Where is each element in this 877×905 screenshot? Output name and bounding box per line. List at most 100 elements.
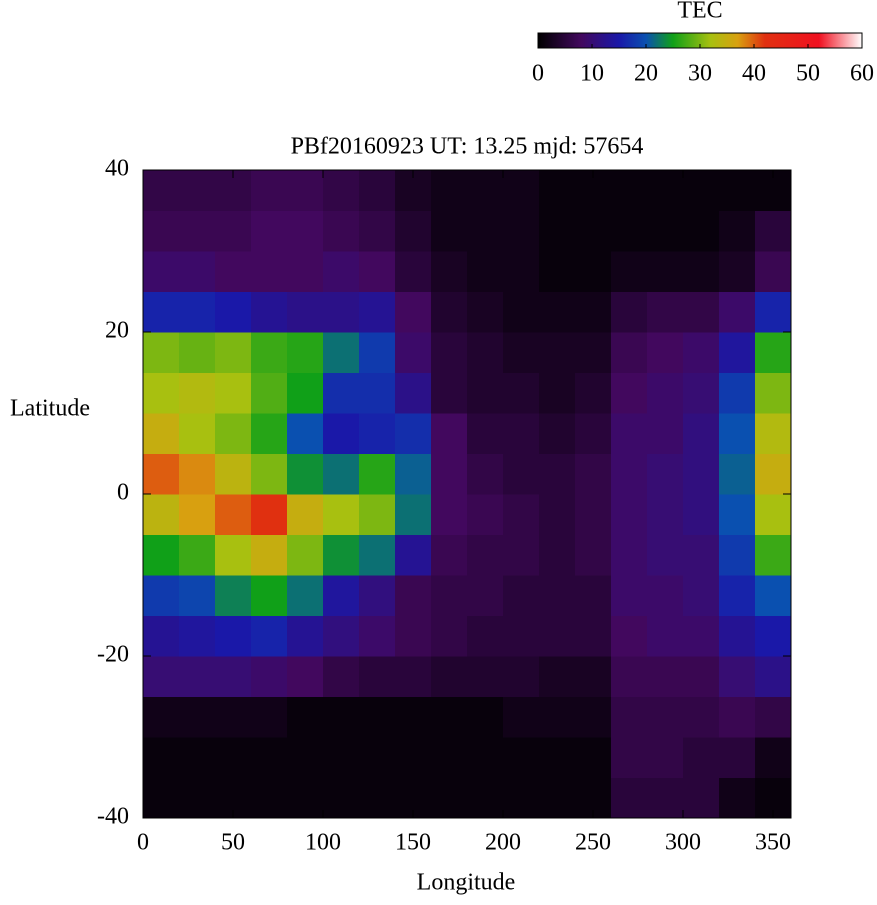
heat-cell — [431, 291, 468, 333]
heat-cell — [539, 737, 576, 778]
heat-cell — [719, 696, 756, 738]
heat-cell — [359, 413, 396, 454]
heat-cell — [683, 534, 720, 576]
heat-cell — [395, 413, 432, 454]
heat-cell — [503, 656, 540, 697]
heat-cell — [287, 251, 324, 292]
heat-cell — [143, 696, 180, 738]
chart-title: PBf20160923 UT: 13.25 mjd: 57654 — [291, 134, 644, 160]
heat-cell — [683, 696, 720, 738]
heat-cell — [755, 534, 792, 576]
heat-cell — [287, 372, 324, 414]
heat-cell — [179, 251, 216, 292]
heat-cell — [251, 170, 288, 211]
heat-cell — [251, 372, 288, 414]
heat-cell — [215, 696, 252, 738]
heat-cell — [539, 656, 576, 697]
heat-cell — [251, 656, 288, 697]
heat-cell — [287, 494, 324, 535]
x-tick-label: 50 — [221, 830, 245, 856]
heat-cell — [503, 575, 540, 616]
heat-cell — [719, 453, 756, 495]
heat-cell — [611, 737, 648, 778]
heat-cell — [323, 251, 360, 292]
heat-cell — [215, 494, 252, 535]
heat-cell — [323, 615, 360, 657]
heat-cell — [611, 170, 648, 211]
heat-cell — [611, 291, 648, 333]
heat-cell — [287, 777, 324, 819]
heat-cell — [179, 332, 216, 373]
heat-cell — [395, 656, 432, 697]
heat-cell — [683, 615, 720, 657]
heat-cell — [755, 413, 792, 454]
y-tick-label: -40 — [97, 804, 129, 830]
heat-cell — [539, 291, 576, 333]
heat-cell — [395, 251, 432, 292]
heat-cell — [539, 210, 576, 252]
heat-cell — [467, 777, 504, 819]
colorbar-tick-label: 20 — [634, 61, 658, 87]
heat-cell — [755, 210, 792, 252]
heat-cell — [719, 494, 756, 535]
colorbar-tick-label: 50 — [796, 61, 820, 87]
heat-cell — [359, 737, 396, 778]
y-tick-label: 40 — [105, 156, 129, 182]
heat-cell — [719, 575, 756, 616]
x-axis-label: Longitude — [417, 870, 516, 896]
heat-cell — [611, 656, 648, 697]
heat-cell — [755, 291, 792, 333]
heat-cell — [539, 696, 576, 738]
heat-cell — [431, 170, 468, 211]
heat-cell — [611, 777, 648, 819]
heat-cell — [611, 534, 648, 576]
heat-cell — [215, 210, 252, 252]
heat-cell — [215, 656, 252, 697]
heat-cell — [143, 332, 180, 373]
heat-cell — [287, 210, 324, 252]
heat-cell — [395, 372, 432, 414]
x-tick-label: 250 — [575, 830, 611, 856]
heat-cell — [431, 696, 468, 738]
heat-cell — [215, 453, 252, 495]
heat-cell — [575, 291, 612, 333]
heat-cell — [251, 575, 288, 616]
heat-cell — [539, 332, 576, 373]
heat-cell — [575, 575, 612, 616]
heat-cell — [611, 696, 648, 738]
heat-cell — [755, 656, 792, 697]
heat-cell — [359, 696, 396, 738]
heat-cell — [503, 210, 540, 252]
x-tick-label: 0 — [137, 830, 149, 856]
heat-cell — [647, 372, 684, 414]
heat-cell — [323, 656, 360, 697]
heat-cell — [575, 534, 612, 576]
heat-cell — [611, 372, 648, 414]
heat-cell — [179, 696, 216, 738]
y-tick-label: 20 — [105, 318, 129, 344]
heat-cell — [143, 170, 180, 211]
heat-cell — [431, 372, 468, 414]
heat-cell — [611, 251, 648, 292]
heat-cell — [179, 615, 216, 657]
heat-cell — [395, 696, 432, 738]
heat-cell — [359, 332, 396, 373]
heat-cell — [323, 210, 360, 252]
heat-cell — [143, 291, 180, 333]
x-tick-label: 100 — [305, 830, 341, 856]
heat-cell — [431, 534, 468, 576]
heat-cell — [503, 372, 540, 414]
heat-cell — [539, 494, 576, 535]
heat-cell — [467, 251, 504, 292]
heat-cell — [143, 372, 180, 414]
heat-cell — [287, 332, 324, 373]
heat-cell — [323, 737, 360, 778]
heat-cell — [323, 453, 360, 495]
heat-cell — [719, 332, 756, 373]
heat-cell — [467, 170, 504, 211]
heat-cell — [431, 210, 468, 252]
heat-cell — [647, 615, 684, 657]
colorbar-tick-label: 10 — [580, 61, 604, 87]
heat-cell — [539, 534, 576, 576]
heat-cell — [755, 494, 792, 535]
